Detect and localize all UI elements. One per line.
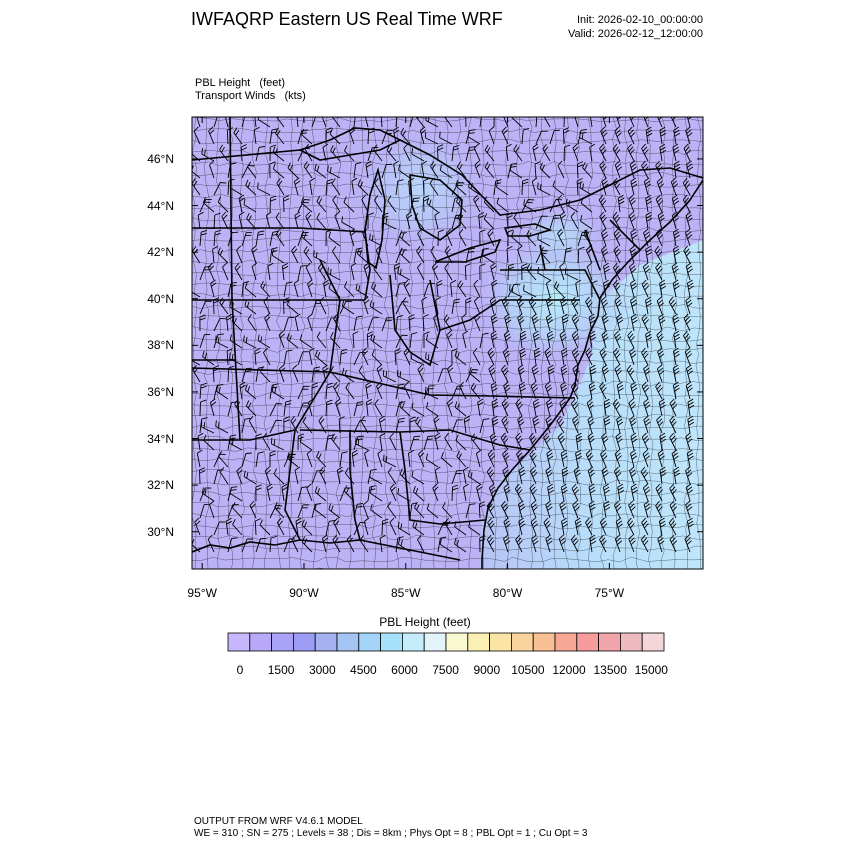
state-line-5 <box>294 259 341 431</box>
colorbar-label: 13500 <box>593 663 627 677</box>
time-stamp: Init: 2026-02-10_00:00:00 Valid: 2026-02… <box>568 13 703 41</box>
field-label-winds: Transport Winds (kts) <box>195 90 306 102</box>
lake-erie <box>434 238 502 263</box>
colorbar-label: 3000 <box>308 663 336 677</box>
field-label-pbl: PBL Height (feet) <box>195 77 286 89</box>
init-time: Init: 2026-02-10_00:00:00 <box>577 14 703 26</box>
lat-label: 32°N <box>147 478 174 493</box>
plot-title: IWFAQRP Eastern US Real Time WRF <box>191 9 503 29</box>
colorbar-title: PBL Height (feet) <box>379 615 471 629</box>
lake-ontario <box>503 223 553 237</box>
lat-label: 30°N <box>147 524 174 539</box>
state-line-12 <box>439 299 580 331</box>
colorbar-label: 10500 <box>511 663 545 677</box>
valid-time: Valid: 2026-02-12_12:00:00 <box>568 28 703 40</box>
lon-label: 85°W <box>391 586 421 600</box>
lon-label: 80°W <box>492 586 523 600</box>
lat-label: 36°N <box>147 384 174 399</box>
footer-config: WE = 310 ; SN = 275 ; Levels = 38 ; Dis … <box>194 828 588 839</box>
state-line-8 <box>399 431 486 525</box>
state-line-6 <box>284 429 301 541</box>
colorbar-label: 7500 <box>432 663 459 677</box>
colorbar-label: 15000 <box>634 663 668 677</box>
state-line-14 <box>192 429 296 441</box>
lat-label: 42°N <box>147 245 174 260</box>
state-line-4 <box>329 371 576 399</box>
state-line-11 <box>409 279 441 367</box>
lake-huron <box>409 174 463 241</box>
wind-barb-field <box>192 117 695 553</box>
coastline-gulf <box>192 539 461 561</box>
pbl-field-great-lakes <box>360 135 480 245</box>
wind-barbs <box>192 117 695 553</box>
colorbar-label: 9000 <box>473 663 501 677</box>
pbl-field-ocean <box>480 240 703 569</box>
footer-model: OUTPUT FROM WRF V4.6.1 MODEL <box>194 816 363 827</box>
model-footer: OUTPUT FROM WRF V4.6.1 MODEL WE = 310 ; … <box>194 816 587 840</box>
colorbar-label: 0 <box>236 663 244 677</box>
lat-label: 38°N <box>147 338 174 353</box>
lon-label: 95°W <box>187 586 217 600</box>
state-line-16 <box>364 231 371 301</box>
lat-label: 40°N <box>147 291 174 306</box>
lat-label: 44°N <box>147 198 174 213</box>
state-line-10 <box>389 274 411 353</box>
map-ticks <box>192 117 703 569</box>
state-line-13 <box>500 269 601 301</box>
colorbar-label: 12000 <box>552 663 586 677</box>
map-body <box>192 117 703 569</box>
colorbar-label: 1500 <box>267 663 295 677</box>
state-line-17 <box>229 117 241 441</box>
lon-label: 90°W <box>289 586 319 600</box>
map-frame <box>191 116 704 570</box>
state-line-7 <box>349 430 361 541</box>
lat-label: 34°N <box>147 431 174 446</box>
state-line-15 <box>539 219 641 271</box>
field-labels: PBL Height (feet) Transport Winds (kts) <box>195 77 306 103</box>
lon-label: 75°W <box>594 586 625 600</box>
lat-label: 46°N <box>147 151 174 166</box>
lake-michigan <box>364 166 386 270</box>
colorbar-label: 4500 <box>350 663 377 677</box>
colorbar-label: 6000 <box>391 663 418 677</box>
